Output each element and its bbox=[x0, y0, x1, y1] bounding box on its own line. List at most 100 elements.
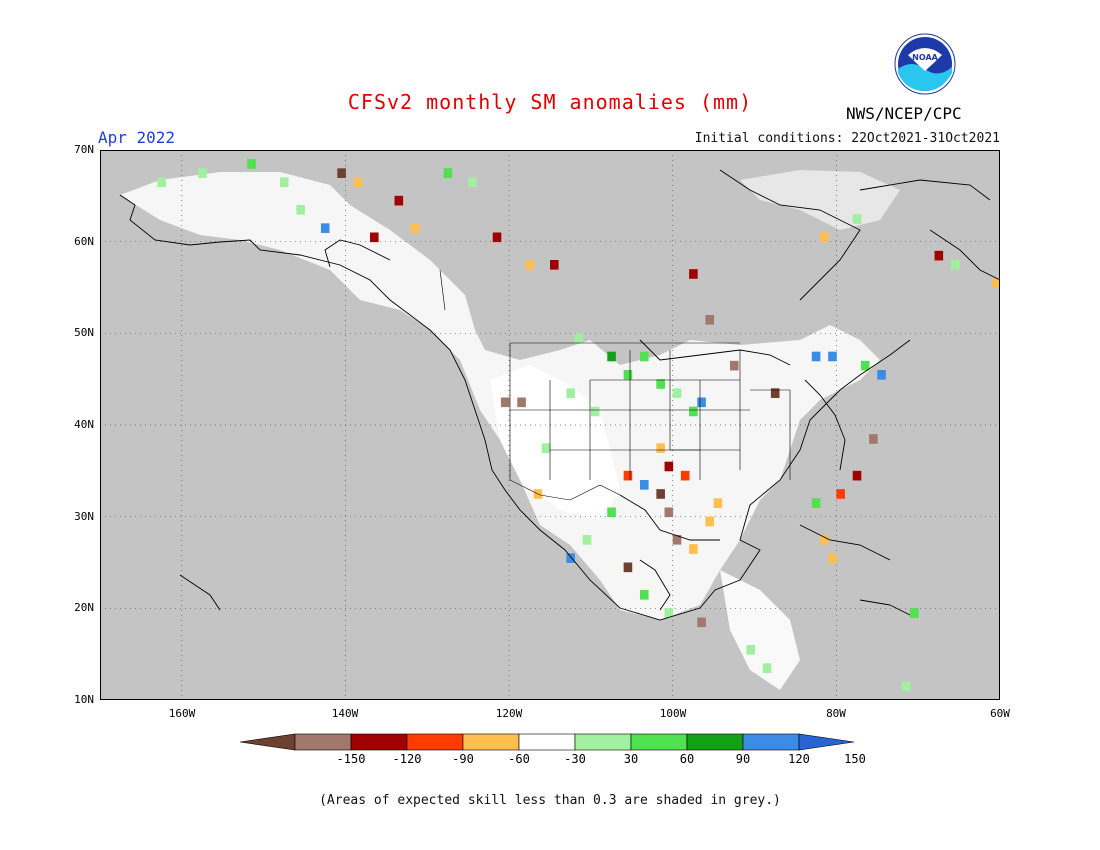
lat-label-70n: 70N bbox=[74, 143, 94, 156]
anomaly-cell bbox=[198, 168, 207, 178]
colorbar-tick-label: -120 bbox=[392, 752, 422, 766]
lon-label-120w: 120W bbox=[495, 707, 523, 720]
lon-label-60w: 60W bbox=[990, 707, 1010, 720]
anomaly-cell bbox=[468, 177, 477, 188]
noaa-logo-icon: NOAA bbox=[894, 33, 956, 95]
anomaly-cell bbox=[500, 397, 510, 408]
anomaly-cell bbox=[566, 388, 575, 398]
colorbar-tick-label: -150 bbox=[336, 752, 366, 766]
colorbar-bin bbox=[406, 733, 464, 751]
colorbar-tick-label: -60 bbox=[508, 752, 530, 766]
agency-label: NWS/NCEP/CPC bbox=[846, 104, 962, 123]
anomaly-cell bbox=[811, 351, 821, 362]
anomaly-cell bbox=[664, 461, 674, 472]
lon-label-140w: 140W bbox=[331, 707, 359, 720]
anomaly-cell bbox=[910, 608, 919, 618]
anomaly-cell bbox=[280, 177, 289, 188]
anomaly-cell bbox=[901, 681, 911, 692]
colorbar-bin bbox=[462, 733, 520, 751]
anomaly-cell bbox=[640, 590, 649, 600]
lon-label-100w: 100W bbox=[659, 707, 687, 720]
chart-title: CFSv2 monthly SM anomalies (mm) bbox=[347, 90, 753, 114]
anomaly-cell bbox=[566, 553, 575, 563]
colorbar-tick-label: 150 bbox=[844, 752, 866, 766]
anomaly-cell bbox=[820, 232, 829, 243]
lat-label-40n: 40N bbox=[74, 418, 94, 431]
forecast-period: Apr 2022 bbox=[98, 128, 176, 147]
colorbar-bin bbox=[630, 733, 688, 751]
anomaly-cell bbox=[247, 159, 256, 169]
anomaly-cell bbox=[934, 250, 944, 261]
anomaly-cell bbox=[697, 617, 706, 628]
anomaly-cell bbox=[656, 379, 665, 389]
anomaly-cell bbox=[582, 535, 592, 545]
anomaly-cell bbox=[746, 645, 755, 655]
anomaly-cell bbox=[860, 360, 870, 371]
anomaly-cell bbox=[828, 553, 837, 563]
anomaly-cell bbox=[689, 406, 698, 417]
anomaly-cell bbox=[541, 443, 551, 453]
lon-label-160w: 160W bbox=[168, 707, 196, 720]
anomaly-cell bbox=[820, 535, 829, 545]
initial-conditions: Initial conditions: 22Oct2021-31Oct2021 bbox=[694, 131, 1000, 146]
anomaly-cell bbox=[762, 663, 772, 673]
anomaly-cell bbox=[713, 498, 723, 508]
anomaly-cell bbox=[607, 351, 616, 362]
anomaly-cell bbox=[656, 489, 665, 499]
anomaly-cell bbox=[640, 480, 649, 490]
anomaly-cell bbox=[640, 351, 649, 362]
anomaly-cell bbox=[705, 516, 715, 527]
anomaly-cell bbox=[770, 388, 780, 398]
colorbar-tick-label: 30 bbox=[623, 752, 639, 766]
colorbar-bin bbox=[518, 733, 576, 751]
anomaly-cell bbox=[705, 315, 715, 325]
anomaly-cell bbox=[950, 260, 960, 270]
anomaly-cell bbox=[852, 470, 862, 481]
colorbar-bin bbox=[350, 733, 408, 751]
colorbar-tick-label: -90 bbox=[452, 752, 474, 766]
colorbar-bin bbox=[294, 733, 352, 751]
anomaly-cell bbox=[337, 168, 346, 178]
anomaly-cell bbox=[370, 232, 379, 243]
anomaly-cell bbox=[157, 177, 166, 188]
anomaly-cell bbox=[590, 406, 600, 417]
anomaly-cell bbox=[607, 507, 616, 518]
graticule bbox=[100, 150, 1000, 700]
colorbar-arrow-low bbox=[240, 733, 296, 751]
lon-label-80w: 80W bbox=[826, 707, 846, 720]
anomaly-cell bbox=[836, 489, 845, 499]
anomaly-cell bbox=[296, 205, 305, 215]
anomaly-cell bbox=[574, 333, 584, 343]
anomaly-cell bbox=[623, 370, 633, 380]
anomaly-cell bbox=[320, 223, 330, 233]
anomaly-cell bbox=[664, 608, 674, 618]
anomaly-cell bbox=[869, 434, 878, 444]
anomaly-cell bbox=[410, 223, 420, 233]
anomaly-map bbox=[100, 150, 1000, 700]
lat-label-50n: 50N bbox=[74, 326, 94, 339]
colorbar-bin bbox=[742, 733, 800, 751]
anomaly-cell bbox=[811, 498, 821, 508]
anomaly-cell bbox=[852, 214, 862, 224]
anomaly-cell bbox=[394, 195, 404, 206]
anomaly-cell bbox=[517, 397, 526, 408]
anomaly-cell bbox=[443, 168, 453, 178]
anomaly-cell bbox=[877, 370, 886, 380]
anomaly-cell bbox=[672, 388, 682, 398]
anomaly-cell bbox=[672, 535, 682, 545]
anomaly-cells bbox=[157, 159, 1000, 692]
colorbar-arrow-high bbox=[798, 733, 855, 751]
anomaly-cell bbox=[664, 507, 674, 518]
anomaly-cell bbox=[689, 544, 698, 554]
colorbar-tick-label: 120 bbox=[788, 752, 810, 766]
lat-label-20n: 20N bbox=[74, 601, 94, 614]
political-borders bbox=[439, 269, 791, 501]
anomaly-cell bbox=[623, 562, 633, 573]
anomaly-cell bbox=[697, 397, 706, 408]
lat-label-30n: 30N bbox=[74, 510, 94, 523]
anomaly-cell bbox=[525, 260, 535, 270]
anomaly-cell bbox=[680, 470, 690, 481]
anomaly-cell bbox=[492, 232, 502, 243]
anomaly-cell bbox=[623, 470, 633, 481]
colorbar-tick-label: 60 bbox=[679, 752, 695, 766]
